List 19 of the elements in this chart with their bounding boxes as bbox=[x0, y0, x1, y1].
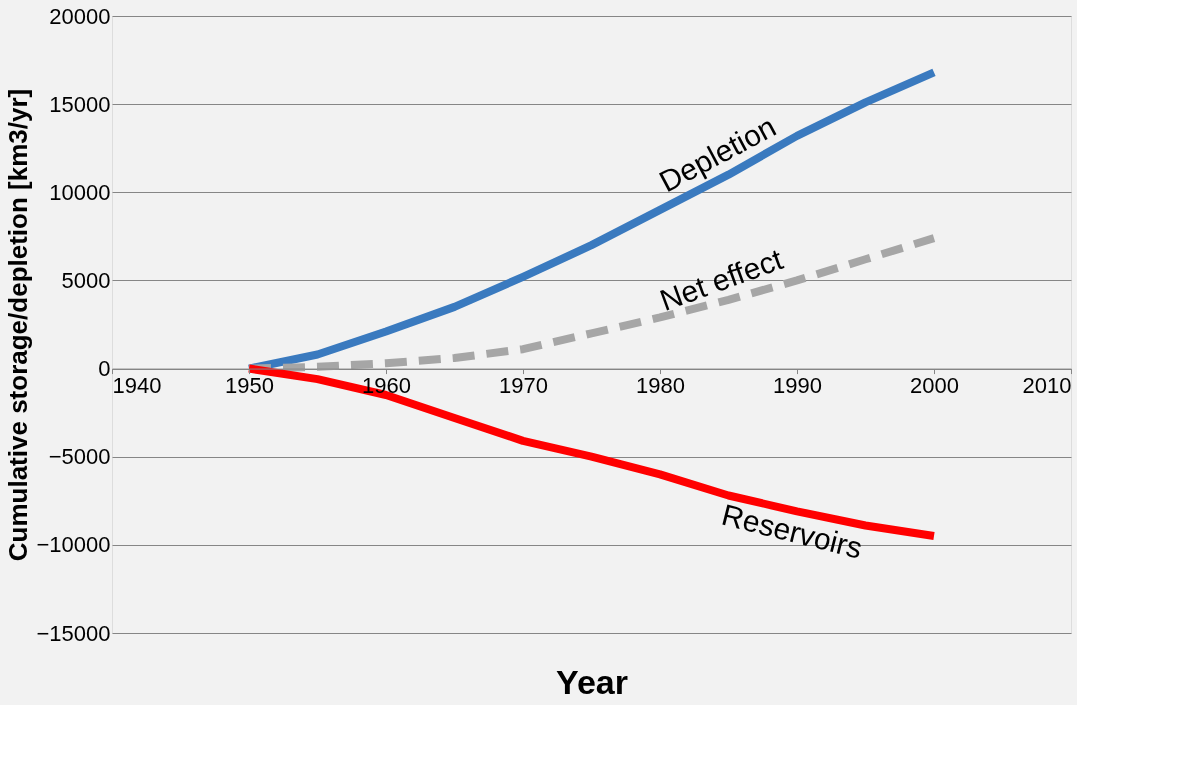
y-tick-label: 5000 bbox=[61, 267, 111, 293]
y-axis-title: Cumulative storage/depletion [km3/yr] bbox=[3, 88, 34, 562]
y-tick-label: 15000 bbox=[49, 91, 111, 117]
y-tick-label: −10000 bbox=[36, 532, 111, 558]
y-tick-label: −5000 bbox=[48, 444, 111, 470]
x-tick-label: 1960 bbox=[362, 373, 411, 399]
y-tick-label: 10000 bbox=[49, 179, 111, 205]
y-tick-label: 20000 bbox=[49, 3, 111, 29]
x-tick-label: 1940 bbox=[112, 373, 162, 399]
x-tick-label: 1990 bbox=[773, 373, 822, 399]
x-axis-title: Year bbox=[556, 662, 628, 701]
x-tick-label: 1970 bbox=[499, 373, 548, 399]
x-tick-label: 2010 bbox=[1022, 373, 1072, 399]
y-tick-label: 0 bbox=[98, 356, 111, 382]
text: Net effect bbox=[655, 242, 788, 317]
y-tick-label: −15000 bbox=[36, 620, 111, 646]
x-tick-label: 1950 bbox=[225, 373, 274, 399]
x-tick-label: 1980 bbox=[636, 373, 685, 399]
x-tick-label: 2000 bbox=[910, 373, 959, 399]
